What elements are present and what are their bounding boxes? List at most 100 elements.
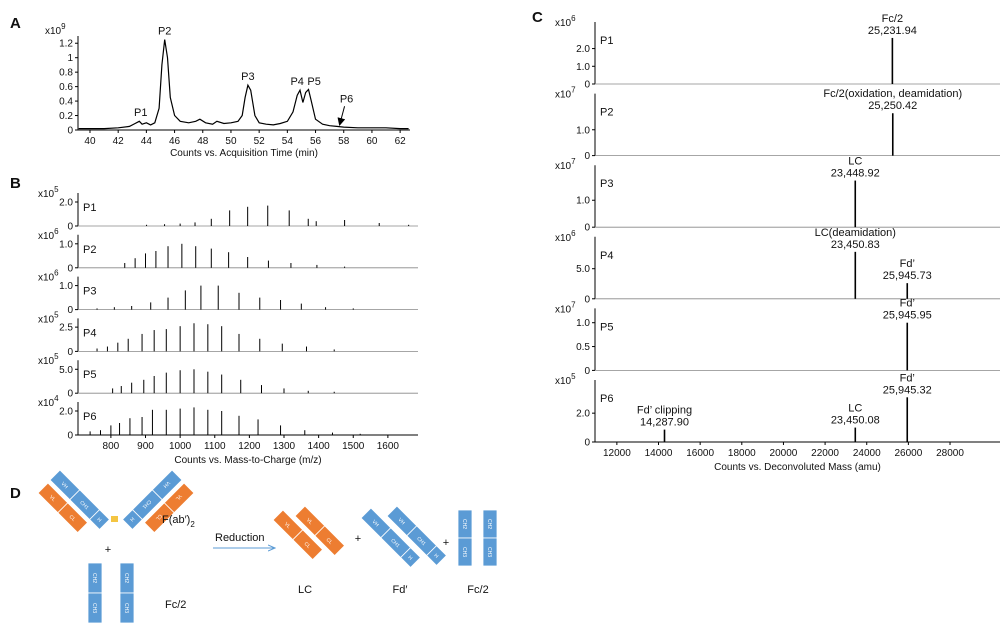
y-tick-label: 1 <box>67 53 73 64</box>
domain <box>87 592 103 624</box>
y-scale-label: x106 <box>38 269 59 284</box>
y-tick-label: 0 <box>584 151 590 162</box>
y-tick-label: 0 <box>67 389 73 400</box>
chain: VH CH1 H <box>121 469 183 531</box>
peak-mass-label: 25,231.94 <box>868 25 917 37</box>
y-tick-label: 5.0 <box>59 365 73 376</box>
domain-label: H <box>128 515 135 522</box>
subplot-name: P1 <box>600 35 613 47</box>
subplot-name: P2 <box>83 244 96 256</box>
y-tick-label: 0.8 <box>59 68 73 79</box>
x-tick-label: 26000 <box>894 448 922 459</box>
y-scale-exponent: 7 <box>571 300 576 309</box>
product-label: Fc/2 <box>467 584 488 596</box>
y-scale-base: x10 <box>38 273 55 284</box>
domain <box>89 509 111 531</box>
domain-label: VH <box>60 481 69 490</box>
peak-annotation: P6 <box>340 93 353 105</box>
y-scale-exponent: 9 <box>61 22 66 31</box>
y-scale-exponent: 5 <box>54 185 59 194</box>
x-axis-label: Counts vs. Deconvoluted Mass (amu) <box>714 462 881 473</box>
domain-label: CH1 <box>415 536 426 547</box>
y-scale-label: x106 <box>555 14 576 29</box>
x-tick-label: 46 <box>169 136 181 147</box>
y-scale-label: x106 <box>38 227 59 242</box>
domain <box>143 502 175 534</box>
domain-label: H <box>432 553 439 560</box>
peak-name: LC <box>848 156 862 168</box>
x-tick-label: 40 <box>84 136 96 147</box>
y-scale-label: x105 <box>38 352 59 367</box>
y-scale-base: x10 <box>555 304 572 315</box>
x-tick-label: 14000 <box>645 448 673 459</box>
domain-label: CH3 <box>91 603 97 613</box>
domain <box>121 509 143 531</box>
chain: VL CL <box>294 505 346 557</box>
domain-label: H <box>95 517 102 524</box>
y-tick-label: 5.0 <box>576 264 590 275</box>
y-scale-base: x10 <box>38 356 55 367</box>
peak-name: Fc/2 <box>882 13 903 25</box>
x-tick-label: 1400 <box>308 441 331 452</box>
x-tick-label: 1300 <box>273 441 296 452</box>
domain <box>57 502 89 534</box>
peak-name: Fc/2(oxidation, deamidation) <box>823 88 962 100</box>
y-tick-label: 2.0 <box>59 198 73 209</box>
y-scale-exponent: 7 <box>571 86 576 95</box>
peak-annotation: P1 <box>134 107 147 119</box>
domain-label: VL <box>174 493 183 502</box>
peak-annotation: P4 <box>290 76 303 88</box>
subplot-name: P4 <box>83 327 96 339</box>
y-scale-label: x104 <box>38 394 59 409</box>
peak-mass-label: 14,287.90 <box>640 417 689 429</box>
y-scale-exponent: 5 <box>54 352 59 361</box>
domain-label: CH1 <box>78 500 89 511</box>
domain-label: CH3 <box>123 603 129 613</box>
domain-label: CL <box>154 513 163 522</box>
domain-label: VL <box>48 494 57 503</box>
y-tick-label: 1.0 <box>59 281 73 292</box>
peak-annotation: P5 <box>307 76 320 88</box>
plus: + <box>355 533 361 545</box>
x-axis-label: Counts vs. Acquisition Time (min) <box>170 148 318 159</box>
y-tick-label: 2.5 <box>59 323 73 334</box>
y-scale-label: x105 <box>555 372 576 387</box>
product-label: LC <box>298 584 312 596</box>
fab-text: F(ab′) <box>162 514 190 526</box>
x-tick-label: 800 <box>103 441 120 452</box>
reduction-label: Reduction <box>215 532 265 544</box>
peak-mass-label: 25,945.73 <box>883 270 932 282</box>
y-tick-label: 0 <box>67 305 73 316</box>
domain-label: VH <box>162 480 171 489</box>
y-tick-label: 0 <box>67 263 73 274</box>
y-scale-label: x105 <box>38 310 59 325</box>
x-tick-label: 1500 <box>342 441 365 452</box>
fab-sub: 2 <box>190 520 195 529</box>
x-tick-label: 28000 <box>936 448 964 459</box>
y-scale-base: x10 <box>555 18 572 29</box>
x-tick-label: 56 <box>310 136 322 147</box>
y-tick-label: 1.0 <box>59 239 73 250</box>
y-scale-label: x107 <box>555 157 576 172</box>
y-scale-base: x10 <box>555 376 572 387</box>
y-tick-label: 0.4 <box>59 97 73 108</box>
domain-label: CH2 <box>486 519 492 529</box>
x-tick-label: 54 <box>282 136 294 147</box>
y-tick-label: 0 <box>67 222 73 233</box>
domain-label: CH1 <box>141 498 152 509</box>
y-scale-base: x10 <box>45 26 62 37</box>
y-scale-label: x105 <box>38 185 59 200</box>
x-tick-label: 1100 <box>204 441 226 452</box>
x-tick-label: 1200 <box>238 441 261 452</box>
y-tick-label: 2.0 <box>576 44 590 55</box>
y-tick-label: 0 <box>67 126 73 137</box>
fc-label: Fc/2 <box>165 599 186 611</box>
x-tick-label: 12000 <box>603 448 631 459</box>
x-tick-label: 900 <box>137 441 154 452</box>
domain-label: VH <box>397 517 406 526</box>
domain-label: CL <box>303 541 312 550</box>
y-scale-exponent: 5 <box>54 310 59 319</box>
x-tick-label: 48 <box>197 136 209 147</box>
domain-label: CH2 <box>461 519 467 529</box>
y-scale-label: x106 <box>555 229 576 244</box>
